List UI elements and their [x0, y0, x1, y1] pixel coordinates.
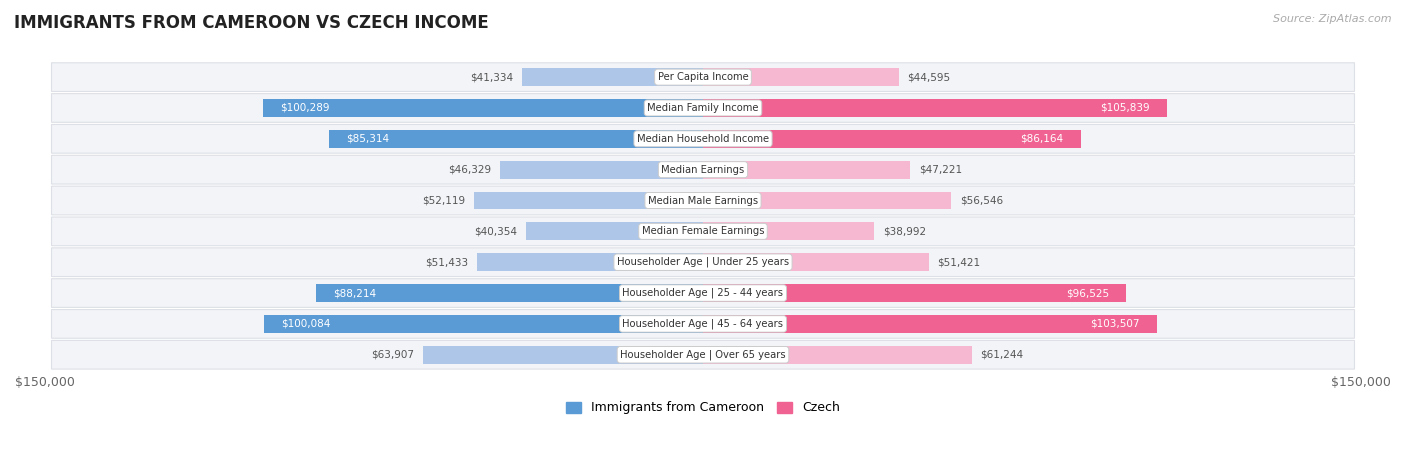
Text: $88,214: $88,214 — [333, 288, 377, 298]
Text: $63,907: $63,907 — [371, 350, 413, 360]
FancyBboxPatch shape — [52, 186, 1354, 215]
Text: $61,244: $61,244 — [980, 350, 1024, 360]
Text: $103,507: $103,507 — [1090, 319, 1139, 329]
FancyBboxPatch shape — [52, 248, 1354, 276]
Bar — [703, 284, 1126, 302]
Bar — [703, 253, 928, 271]
Bar — [703, 99, 1167, 117]
Text: Source: ZipAtlas.com: Source: ZipAtlas.com — [1274, 14, 1392, 24]
Bar — [478, 253, 703, 271]
Text: Median Male Earnings: Median Male Earnings — [648, 196, 758, 205]
Text: $47,221: $47,221 — [920, 165, 962, 175]
Bar — [316, 284, 703, 302]
FancyBboxPatch shape — [52, 340, 1354, 369]
Text: IMMIGRANTS FROM CAMEROON VS CZECH INCOME: IMMIGRANTS FROM CAMEROON VS CZECH INCOME — [14, 14, 489, 32]
Legend: Immigrants from Cameroon, Czech: Immigrants from Cameroon, Czech — [561, 396, 845, 419]
Bar — [703, 222, 875, 241]
FancyBboxPatch shape — [52, 93, 1354, 122]
Text: Householder Age | 45 - 64 years: Householder Age | 45 - 64 years — [623, 318, 783, 329]
Bar — [423, 346, 703, 364]
FancyBboxPatch shape — [52, 217, 1354, 246]
Text: Householder Age | 25 - 44 years: Householder Age | 25 - 44 years — [623, 288, 783, 298]
Text: Householder Age | Under 25 years: Householder Age | Under 25 years — [617, 257, 789, 268]
Bar — [703, 68, 898, 86]
Bar — [703, 161, 910, 178]
Bar — [474, 191, 703, 210]
Text: $105,839: $105,839 — [1099, 103, 1150, 113]
Text: $46,329: $46,329 — [449, 165, 491, 175]
Bar — [703, 315, 1157, 333]
Bar — [703, 130, 1081, 148]
Bar — [263, 99, 703, 117]
Bar — [264, 315, 703, 333]
FancyBboxPatch shape — [52, 125, 1354, 153]
Text: $44,595: $44,595 — [907, 72, 950, 82]
Text: $100,289: $100,289 — [281, 103, 330, 113]
Text: $85,314: $85,314 — [346, 134, 389, 144]
FancyBboxPatch shape — [52, 279, 1354, 307]
Bar — [522, 68, 703, 86]
Text: $56,546: $56,546 — [960, 196, 1002, 205]
Bar — [526, 222, 703, 241]
FancyBboxPatch shape — [52, 310, 1354, 338]
Text: $41,334: $41,334 — [470, 72, 513, 82]
Bar — [703, 346, 972, 364]
Bar — [499, 161, 703, 178]
Text: $51,433: $51,433 — [426, 257, 468, 267]
Text: Per Capita Income: Per Capita Income — [658, 72, 748, 82]
Text: $52,119: $52,119 — [422, 196, 465, 205]
Text: Median Household Income: Median Household Income — [637, 134, 769, 144]
Text: $100,084: $100,084 — [281, 319, 330, 329]
FancyBboxPatch shape — [52, 156, 1354, 184]
Text: $86,164: $86,164 — [1021, 134, 1063, 144]
Text: $40,354: $40,354 — [474, 226, 517, 236]
Text: Median Female Earnings: Median Female Earnings — [641, 226, 765, 236]
Bar — [329, 130, 703, 148]
Text: $96,525: $96,525 — [1066, 288, 1109, 298]
Text: Median Earnings: Median Earnings — [661, 165, 745, 175]
FancyBboxPatch shape — [52, 63, 1354, 92]
Bar — [703, 191, 950, 210]
Text: Householder Age | Over 65 years: Householder Age | Over 65 years — [620, 349, 786, 360]
Text: Median Family Income: Median Family Income — [647, 103, 759, 113]
Text: $51,421: $51,421 — [938, 257, 980, 267]
Text: $38,992: $38,992 — [883, 226, 927, 236]
